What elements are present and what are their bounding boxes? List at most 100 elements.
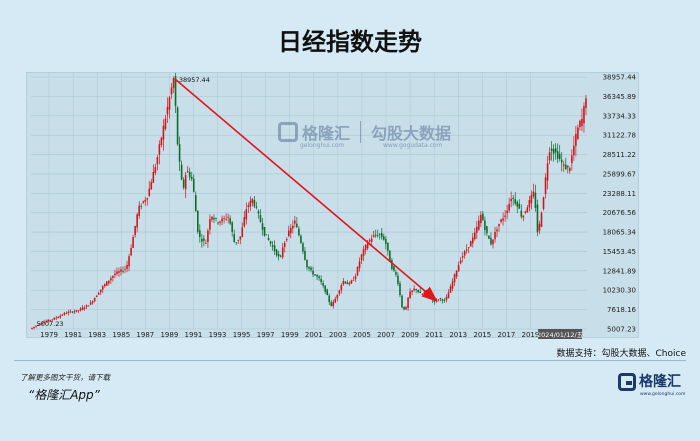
candle-body: [558, 153, 561, 160]
candle-body: [397, 275, 399, 284]
candle-body: [261, 223, 264, 230]
candle-body: [296, 223, 298, 228]
candle-body: [411, 290, 413, 293]
candle-body: [108, 280, 110, 284]
candle-body: [362, 249, 365, 256]
candle-body: [237, 239, 240, 241]
candle-body: [146, 198, 149, 200]
candle-body: [176, 107, 179, 145]
candle-body: [556, 151, 559, 159]
low-annotation: 5007.23: [37, 320, 64, 328]
candle-body: [552, 149, 555, 154]
x-tick-label: 2005: [353, 331, 371, 339]
candle-body: [255, 206, 258, 208]
candle-body: [300, 235, 302, 244]
candle-body: [203, 238, 205, 241]
candle-body: [330, 302, 333, 307]
candle-body: [419, 291, 421, 294]
candle-body: [516, 201, 519, 207]
candle-body: [328, 295, 331, 303]
candle-body: [192, 178, 195, 192]
candle-body: [294, 220, 296, 224]
candle-body: [473, 232, 476, 240]
candle-body: [573, 145, 575, 156]
candle-body: [209, 219, 211, 230]
candle-body: [478, 220, 480, 230]
cursor-date-label: 2024/01/12/五: [537, 331, 584, 339]
candle-body: [496, 229, 498, 232]
candle-body: [199, 230, 201, 237]
candle-body: [118, 271, 120, 273]
candle-body: [526, 207, 529, 213]
candle-body: [334, 298, 337, 303]
candle-body: [166, 106, 169, 115]
candle-body: [257, 211, 260, 214]
candle-body: [520, 210, 523, 217]
candle-body: [534, 192, 537, 208]
candle-body: [326, 289, 328, 296]
candle-body: [439, 298, 442, 300]
y-tick-label: 15453.45: [603, 248, 636, 256]
candle-body: [417, 290, 419, 292]
candle-body: [340, 284, 343, 291]
candle-body: [269, 241, 272, 244]
candle-body: [39, 323, 41, 325]
candle-body: [110, 278, 112, 281]
candle-body: [451, 281, 454, 289]
x-tick-label: 2015: [473, 331, 491, 339]
candle-body: [486, 226, 488, 234]
candle-body: [583, 106, 585, 124]
candle-body: [112, 275, 114, 278]
footer-logo-url: www.gelonghui.com: [640, 392, 686, 397]
candle-body: [69, 311, 72, 313]
candle-body: [144, 199, 147, 202]
candle-body: [536, 204, 539, 233]
x-tick-label: 1987: [136, 331, 154, 339]
candle-body: [215, 218, 217, 219]
candle-body: [211, 216, 213, 220]
x-tick-label: 2007: [377, 331, 395, 339]
candle-body: [441, 299, 444, 301]
candle-body: [251, 198, 254, 203]
x-tick-label: 2013: [449, 331, 467, 339]
candle-body: [453, 274, 456, 283]
nikkei-chart: 1979 1981 1983 1985 1987 1989 1991 1993 1995 1997…: [31, 73, 637, 339]
candle-body: [360, 254, 363, 261]
chart-panel: 1979 1981 1983 1985 1987 1989 1991 1993 1995 1997…: [26, 72, 639, 339]
candle-body: [348, 282, 351, 285]
candle-body: [43, 321, 45, 323]
candle-body: [81, 307, 84, 310]
candle-body: [354, 276, 357, 280]
x-tick-label: 1997: [257, 331, 275, 339]
candle-body: [498, 223, 500, 226]
candle-body: [275, 249, 278, 256]
candle-body: [469, 241, 472, 247]
candle-body: [164, 118, 167, 129]
candle-body: [387, 242, 389, 251]
candle-body: [178, 144, 181, 162]
candle-body: [122, 270, 124, 272]
candle-body: [235, 242, 238, 244]
candle-body: [378, 233, 381, 235]
candle-body: [67, 311, 70, 314]
candle-body: [233, 234, 235, 243]
candle-body: [259, 215, 262, 223]
candle-body: [298, 228, 300, 236]
x-tick-label: 1981: [64, 331, 82, 339]
candle-body: [338, 290, 341, 294]
candle-body: [213, 217, 215, 220]
candle-body: [180, 164, 183, 180]
y-tick-label: 33734.33: [603, 112, 636, 120]
candle-body: [346, 282, 349, 285]
candle-body: [548, 152, 551, 161]
candle-body: [243, 217, 246, 227]
candle-body: [502, 218, 504, 221]
candle-body: [168, 97, 171, 110]
candle-body: [510, 198, 512, 202]
y-tick-label: 12841.89: [603, 267, 636, 275]
candle-body: [399, 283, 401, 296]
candle-body: [577, 127, 579, 139]
candle-body: [87, 305, 90, 307]
candle-body: [482, 213, 484, 221]
candle-body: [490, 237, 492, 245]
